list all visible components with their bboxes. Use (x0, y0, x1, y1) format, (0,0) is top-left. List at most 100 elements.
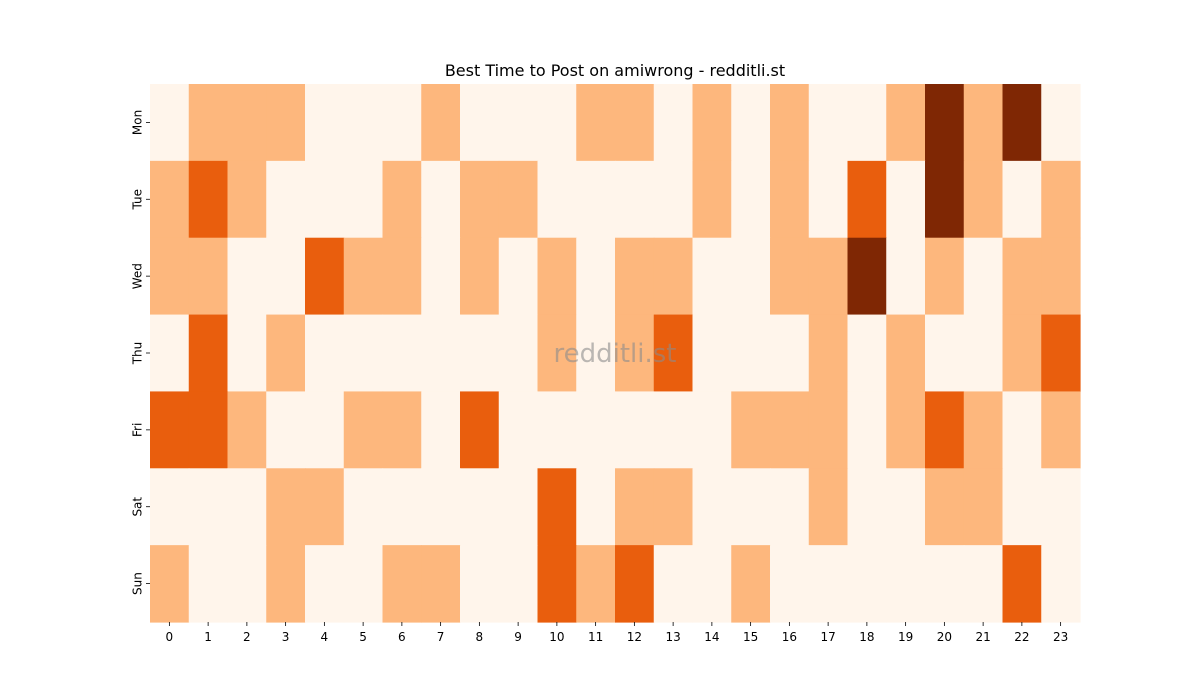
heatmap-cell (925, 545, 965, 623)
x-tick-label: 18 (859, 630, 874, 644)
heatmap-cell (1041, 468, 1081, 546)
heatmap-cell (925, 314, 965, 393)
heatmap-cell (343, 314, 384, 393)
heatmap-cell (227, 160, 267, 239)
x-tick-label: 13 (665, 630, 680, 644)
heatmap-cell (266, 237, 306, 316)
heatmap-cell (886, 314, 926, 393)
y-tick-label: Mon (131, 110, 145, 135)
heatmap-cell (847, 84, 887, 162)
heatmap-cell (227, 314, 267, 393)
heatmap-cell (537, 545, 577, 623)
x-tick-label: 22 (1014, 630, 1029, 644)
x-tick-label: 19 (898, 630, 913, 644)
heatmap-cell (1041, 237, 1081, 316)
heatmap-cell (615, 545, 655, 623)
heatmap-cell (382, 314, 422, 393)
heatmap-cell (576, 160, 616, 239)
x-tick-label: 20 (937, 630, 952, 644)
heatmap-cell (692, 84, 732, 162)
heatmap-cell (1002, 545, 1042, 623)
heatmap-cell (653, 468, 694, 546)
heatmap-cell (847, 545, 887, 623)
heatmap-cell (576, 314, 616, 393)
heatmap-cell (460, 468, 500, 546)
heatmap-cell (615, 314, 655, 393)
chart-title: Best Time to Post on amiwrong - redditli… (445, 61, 785, 80)
heatmap-cell (731, 84, 771, 162)
heatmap-cell (1002, 237, 1042, 316)
heatmap-cell (266, 314, 306, 393)
heatmap-cell (847, 160, 887, 239)
heatmap-cell (227, 468, 267, 546)
heatmap-cell (847, 468, 887, 546)
x-tick-label: 5 (359, 630, 367, 644)
heatmap-cell (692, 468, 732, 546)
heatmap-cell (1041, 84, 1081, 162)
heatmap-cell (615, 237, 655, 316)
heatmap-cell (460, 545, 500, 623)
heatmap-cell (886, 391, 926, 469)
x-axis-ticks: 0 1 2 3 4 5 6 7 8 9 10 11 12 13 14 15 16 17 18 19 20 21 22 23 (166, 622, 1068, 644)
watermark: redditli.st (554, 339, 677, 369)
heatmap-cell (343, 468, 384, 546)
heatmap-cell (305, 545, 345, 623)
heatmap-cell (925, 468, 965, 546)
x-tick-label: 2 (243, 630, 251, 644)
heatmap-cell (770, 468, 810, 546)
heatmap-cell (498, 391, 539, 469)
heatmap-cell (692, 391, 732, 469)
heatmap-cell (421, 160, 461, 239)
heatmap-cell (808, 545, 849, 623)
heatmap-cell (498, 468, 539, 546)
heatmap-cell (421, 468, 461, 546)
heatmap-cell (847, 314, 887, 393)
heatmap-cell (266, 160, 306, 239)
heatmap-cell (460, 160, 500, 239)
heatmap-cell (925, 237, 965, 316)
heatmap-cell (227, 84, 267, 162)
heatmap-cell (382, 160, 422, 239)
heatmap-cell (537, 391, 577, 469)
y-tick-label: Wed (131, 263, 145, 289)
heatmap-cell (537, 160, 577, 239)
heatmap-cell (537, 314, 577, 393)
x-tick-label: 8 (476, 630, 484, 644)
heatmap-cell (653, 237, 694, 316)
x-tick-label: 15 (743, 630, 758, 644)
heatmap-cell (808, 314, 849, 393)
heatmap-cell (150, 314, 190, 393)
heatmap-cell (576, 84, 616, 162)
y-tick-label: Sat (131, 497, 145, 517)
y-tick-label: Fri (131, 423, 145, 437)
heatmap-cell (1041, 314, 1081, 393)
heatmap-cell (576, 237, 616, 316)
heatmap-cell (188, 545, 229, 623)
heatmap-cell (886, 160, 926, 239)
heatmap-cell (847, 237, 887, 316)
heatmap-cell (343, 160, 384, 239)
x-tick-label: 1 (204, 630, 212, 644)
x-tick-label: 14 (704, 630, 719, 644)
x-tick-label: 17 (820, 630, 835, 644)
heatmap-cell (963, 545, 1004, 623)
heatmap-cell (266, 84, 306, 162)
heatmap-cell (188, 391, 229, 469)
heatmap-cell (576, 545, 616, 623)
heatmap-cell (1041, 391, 1081, 469)
y-tick-label: Tue (131, 189, 145, 211)
heatmap-cell (770, 84, 810, 162)
heatmap-cell (382, 468, 422, 546)
heatmap-cell (692, 237, 732, 316)
heatmap-cell (653, 391, 694, 469)
x-tick-label: 9 (514, 630, 522, 644)
x-tick-label: 6 (398, 630, 406, 644)
heatmap-cell (692, 314, 732, 393)
heatmap-cell (731, 314, 771, 393)
heatmap-cell (731, 545, 771, 623)
x-tick-label: 3 (282, 630, 290, 644)
y-axis-ticks: Mon Tue Wed Thu Fri Sat Sun (131, 110, 150, 595)
heatmap-cell (150, 84, 190, 162)
heatmap-cell (537, 237, 577, 316)
heatmap-cell (382, 391, 422, 469)
